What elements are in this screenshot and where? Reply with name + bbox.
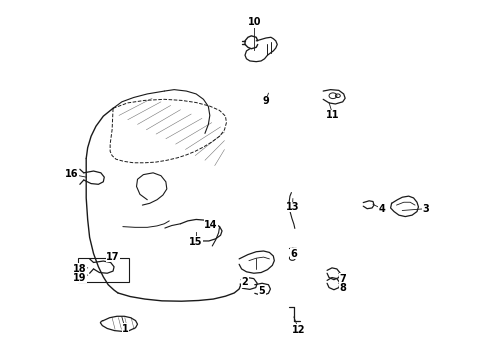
Bar (78, 258, 129, 282)
Text: 7: 7 (340, 274, 346, 284)
Text: 1: 1 (122, 324, 129, 334)
Text: 3: 3 (422, 204, 429, 214)
Text: 16: 16 (65, 169, 78, 179)
Text: 17: 17 (106, 252, 120, 262)
Text: 4: 4 (378, 204, 385, 214)
Text: 2: 2 (242, 277, 248, 287)
Text: 15: 15 (190, 237, 203, 247)
Text: 6: 6 (291, 248, 297, 258)
Text: 10: 10 (247, 17, 261, 27)
Text: 13: 13 (286, 202, 299, 212)
Text: 8: 8 (339, 283, 346, 293)
Text: 9: 9 (262, 96, 269, 106)
Text: 18: 18 (73, 264, 87, 274)
Text: 19: 19 (73, 273, 87, 283)
Text: 14: 14 (204, 220, 218, 230)
Text: 11: 11 (326, 111, 340, 121)
Text: 5: 5 (259, 286, 266, 296)
Text: 12: 12 (292, 325, 305, 334)
